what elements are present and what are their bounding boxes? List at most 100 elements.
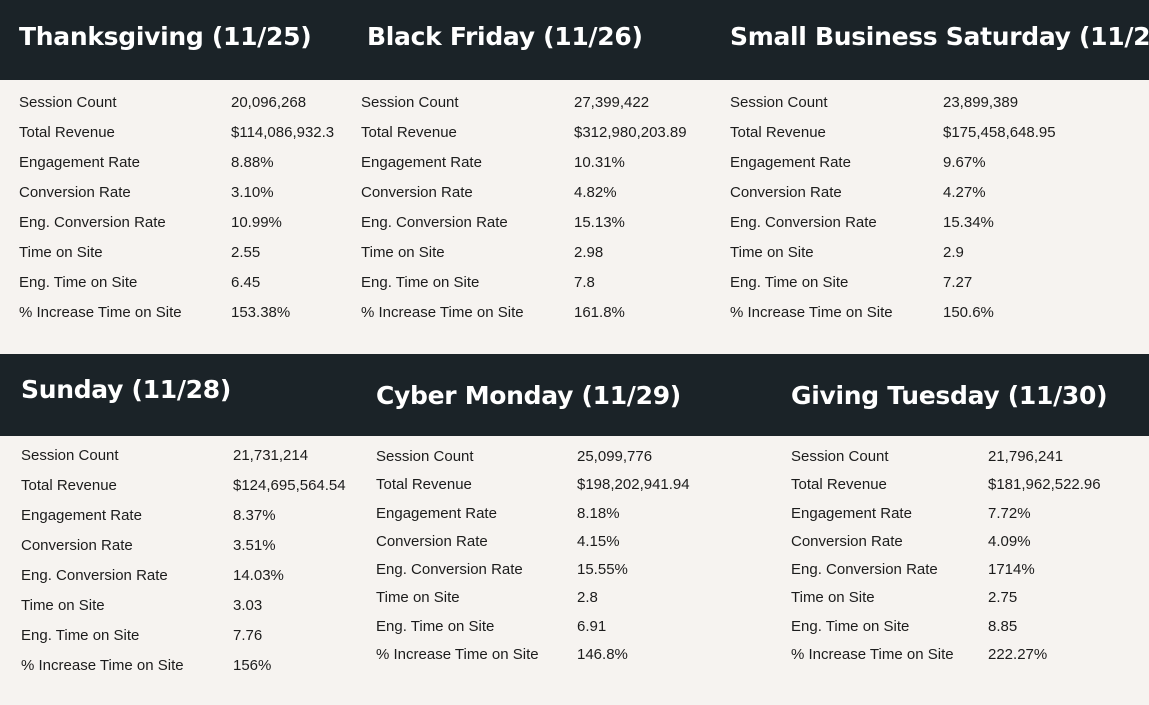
metric-label: Eng. Time on Site [376,617,495,635]
metric-value: 4.15% [577,532,620,550]
metric-label: Session Count [361,94,459,111]
metric-label: % Increase Time on Site [361,304,524,321]
metric-label: Engagement Rate [791,504,912,522]
metric-label: Conversion Rate [361,184,473,201]
metric-value: 8.85 [988,617,1018,635]
metric-value: 222.27% [988,646,1048,664]
metric-label: % Increase Time on Site [19,304,182,321]
metric-value: 9.67% [943,154,986,171]
metric-label: Engagement Rate [361,154,482,171]
metric-value: 14.03% [233,567,284,584]
metric-value: 4.82% [574,184,617,201]
metric-value: 153.38% [231,304,291,321]
metric-label: Total Revenue [21,477,117,494]
metric-value: 21,796,241 [988,448,1064,465]
panel-title: Small Business Saturday (11/27) [730,22,1149,51]
metric-value: 146.8% [577,646,628,664]
metric-value: 2.98 [574,244,604,261]
metric-label: Eng. Conversion Rate [19,214,166,231]
metric-value: 1714% [988,561,1035,579]
panel-title: Giving Tuesday (11/30) [791,381,1108,410]
metric-label: Eng. Conversion Rate [21,567,168,584]
metric-value: 7.76 [233,627,263,644]
metric-label: Conversion Rate [21,537,133,554]
metric-value: 4.09% [988,532,1031,550]
metric-label: Engagement Rate [21,507,142,524]
metric-label: Total Revenue [791,476,887,494]
metric-value: 10.99% [231,214,282,231]
metric-value: $124,695,564.54 [233,477,346,494]
metric-label: Session Count [730,94,828,111]
metric-value: $198,202,941.94 [577,476,690,494]
metric-label: Conversion Rate [791,532,903,550]
metric-value: 161.8% [574,304,625,321]
metric-value: 7.27 [943,274,973,291]
metric-value: 2.8 [577,589,598,607]
metric-label: Eng. Time on Site [730,274,849,291]
metric-value: 23,899,389 [943,94,1019,111]
metric-label: Time on Site [21,597,105,614]
metric-value: 6.45 [231,274,261,291]
metric-value: 27,399,422 [574,94,650,111]
metric-value: 6.91 [577,617,607,635]
metric-label: % Increase Time on Site [730,304,893,321]
metric-value: 150.6% [943,304,994,321]
panel-title: Cyber Monday (11/29) [376,381,681,410]
metric-value: 25,099,776 [577,448,653,465]
metric-value: 2.75 [988,589,1018,607]
panel-title: Sunday (11/28) [21,375,231,404]
metric-value: 4.27% [943,184,986,201]
metric-value: 2.9 [943,244,964,261]
metric-value: 21,731,214 [233,447,309,464]
metric-label: Conversion Rate [730,184,842,201]
metric-value: 15.13% [574,214,625,231]
metric-value: 10.31% [574,154,625,171]
metric-value: $181,962,522.96 [988,476,1101,494]
metric-label: Total Revenue [376,476,472,494]
metric-value: 3.51% [233,537,276,554]
metric-value: 7.8 [574,274,595,291]
metric-label: Eng. Conversion Rate [730,214,877,231]
top-header-band [0,0,1149,80]
metric-label: Conversion Rate [19,184,131,201]
metric-label: Conversion Rate [376,532,488,550]
metric-value: 3.03 [233,597,263,614]
metric-label: Session Count [376,448,474,465]
metric-label: % Increase Time on Site [791,646,954,664]
metric-value: 2.55 [231,244,261,261]
metric-value: 20,096,268 [231,94,307,111]
metric-label: Time on Site [791,589,875,607]
metric-label: Total Revenue [19,124,115,141]
metric-value: 8.37% [233,507,276,524]
metric-label: Time on Site [376,589,460,607]
panel-title: Thanksgiving (11/25) [19,22,312,51]
metric-value: 15.34% [943,214,994,231]
metric-label: Engagement Rate [730,154,851,171]
metric-value: 3.10% [231,184,274,201]
metric-label: Total Revenue [361,124,457,141]
panel-title: Black Friday (11/26) [367,22,643,51]
metric-label: Eng. Time on Site [791,617,910,635]
metric-label: Session Count [19,94,117,111]
metric-label: Session Count [21,447,119,464]
metric-label: Eng. Time on Site [21,627,140,644]
metric-value: 15.55% [577,561,628,579]
metric-label: % Increase Time on Site [376,646,539,664]
metric-label: Eng. Conversion Rate [376,561,523,579]
metric-label: Eng. Time on Site [361,274,480,291]
metric-value: $312,980,203.89 [574,124,687,141]
metric-label: Session Count [791,448,889,465]
metric-label: Time on Site [361,244,445,261]
metric-value: $175,458,648.95 [943,124,1056,141]
metric-value: 156% [233,657,272,674]
metric-label: Eng. Time on Site [19,274,138,291]
metric-label: % Increase Time on Site [21,657,184,674]
bottom-header-band [0,354,1149,436]
metric-label: Eng. Conversion Rate [791,561,938,579]
metric-label: Total Revenue [730,124,826,141]
metric-label: Time on Site [730,244,814,261]
metric-label: Eng. Conversion Rate [361,214,508,231]
metric-value: $114,086,932.3 [231,124,335,141]
metric-value: 8.88% [231,154,274,171]
metric-value: 7.72% [988,504,1031,522]
